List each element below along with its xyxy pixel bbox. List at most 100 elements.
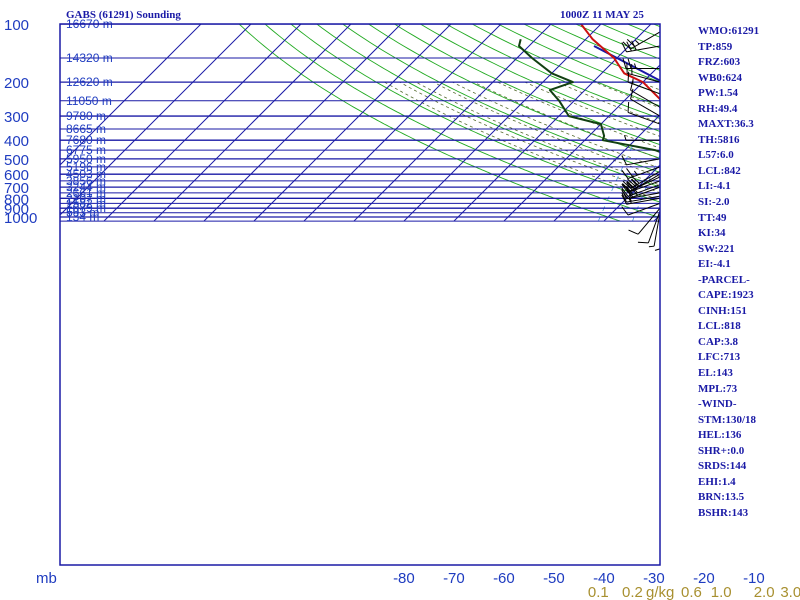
wind-barb [621, 180, 661, 193]
moist-adiabat [452, 81, 660, 169]
wind-barb-flag [622, 180, 631, 189]
wind-barb-staff [630, 31, 661, 50]
height-label: 2107 m [66, 191, 106, 205]
isotherm-tick-label: -80 [393, 570, 415, 587]
isotherm-tick-label: -10 [743, 570, 765, 587]
height-label: 11050 m [66, 94, 112, 108]
mixing-ratio-unit: g/kg [646, 584, 674, 600]
station-title: GABS (61291) Sounding [66, 9, 181, 21]
wind-barb-flag [627, 58, 632, 69]
isotherm [60, 24, 202, 166]
wind-barb-flag [626, 168, 634, 178]
wind-barb-flag [622, 58, 627, 69]
wind-barb-half-flag [633, 188, 638, 194]
height-label: 134 m [66, 210, 99, 224]
index-item: MAXT:36.3 [698, 118, 754, 131]
isotherm [60, 24, 252, 216]
wind-barb-staff [630, 170, 661, 189]
dry-adiabat [238, 24, 621, 222]
isotherm [253, 24, 452, 222]
index-item: PW:1.54 [698, 87, 739, 100]
wind-barb [621, 166, 661, 179]
wind-barb [637, 210, 661, 244]
wind-barb-staff [627, 186, 661, 200]
index-item: LCL:818 [698, 320, 741, 333]
isotherm-tick-label: -20 [693, 570, 715, 587]
wind-barb [622, 31, 661, 50]
index-item: LCL:842 [698, 164, 741, 177]
dewpoint-trace [518, 39, 660, 154]
isotherm [303, 24, 502, 222]
index-item: EL:143 [698, 367, 733, 380]
index-item: FRZ:603 [698, 56, 741, 69]
index-item: CAP:3.8 [698, 335, 739, 348]
wind-barb-staff [637, 207, 661, 235]
height-label: 593 m [66, 206, 99, 220]
wind-barb-staff [627, 166, 661, 179]
wind-barb [630, 79, 661, 108]
wind-barb-staff [627, 81, 661, 95]
mixing-ratio-label: 2.0 [754, 584, 775, 600]
mixing-ratio-label: 3.0 [780, 584, 800, 600]
pressure-tick-label: 300 [4, 109, 29, 126]
wind-barb [621, 194, 661, 205]
pressure-tick-label: 400 [4, 133, 29, 150]
index-item: -PARCEL- [698, 273, 750, 286]
wind-barb [628, 207, 661, 235]
wind-barb-staff [627, 202, 661, 216]
wind-barb-flag [626, 181, 635, 190]
pressure-tick-label: 900 [4, 201, 29, 218]
isotherm [503, 64, 660, 222]
dry-adiabat [420, 24, 660, 132]
wind-barb-flag [631, 175, 640, 184]
background-lines [60, 24, 660, 222]
wind-barb-flag [630, 88, 634, 100]
index-item: HEL:136 [698, 429, 742, 442]
height-label: 5196 m [66, 160, 106, 174]
pressure-tick-label: 200 [4, 75, 29, 92]
height-label: 1582 m [66, 196, 106, 210]
height-label: 2661 m [66, 186, 106, 200]
moist-adiabat [497, 81, 660, 149]
index-item: SI:-2.0 [698, 196, 730, 209]
moist-adiabat [415, 81, 660, 186]
wind-barb [621, 40, 661, 53]
wind-barb-flag [621, 169, 629, 179]
wind-barb [624, 135, 660, 141]
index-item: SHR+:0.0 [698, 444, 745, 457]
wind-barb-flag [626, 178, 636, 187]
isotherm-tick-label: -70 [443, 570, 465, 587]
index-item: TH:5816 [698, 133, 740, 146]
height-label: 8665 m [66, 122, 106, 136]
wind-barb-flag [630, 178, 639, 188]
wind-barb [621, 202, 661, 216]
height-label: 6775 m [66, 143, 106, 157]
wind-barb [627, 101, 661, 125]
isotherm [353, 24, 552, 222]
wind-barb-flag [626, 182, 634, 192]
index-item: L57:6.0 [698, 149, 734, 162]
isotherm-tick-label: -40 [593, 570, 615, 587]
wind-barb-staff [626, 45, 661, 53]
mixing-ratio-label: 1.0 [711, 584, 732, 600]
wind-barb-half-flag [633, 190, 638, 196]
index-item: EI:-4.1 [698, 258, 731, 271]
height-label: 4503 m [66, 167, 106, 181]
index-item: STM:130/18 [698, 413, 757, 426]
plot-frame [59, 23, 661, 566]
sounding-profiles [518, 24, 660, 154]
wind-barb-flag [630, 79, 634, 91]
wind-barb-flag [621, 42, 627, 53]
height-label: 1079 m [66, 201, 106, 215]
wind-barb-flag [621, 155, 627, 166]
wind-barb [630, 88, 661, 117]
index-item: CAPE:1923 [698, 289, 754, 302]
index-item: SRDS:144 [698, 460, 747, 473]
wind-barb-flag [627, 71, 630, 83]
wind-barb-flag [621, 206, 629, 216]
isotherm [153, 24, 352, 222]
dry-adiabat [316, 24, 660, 188]
wind-barb-staff [630, 98, 661, 117]
